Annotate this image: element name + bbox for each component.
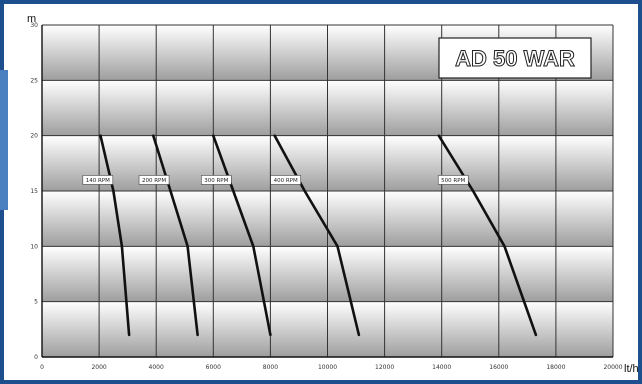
x-tick-label: 0 [40, 364, 44, 371]
chart-title-box: AD 50 WAR [438, 37, 592, 79]
series-label: 140 RPM [86, 178, 110, 184]
x-tick-label: 16000 [489, 364, 508, 371]
x-tick-label: 2000 [91, 364, 106, 371]
series-label: 200 RPM [142, 178, 166, 184]
y-tick-label: 20 [30, 133, 38, 140]
x-axis-label: lt/h [624, 363, 639, 375]
y-tick-label: 0 [34, 354, 38, 361]
x-tick-label: 20000 [603, 364, 622, 371]
series-line [212, 134, 272, 337]
series-line [437, 134, 538, 337]
series-label: 500 RPM [441, 178, 465, 184]
x-tick-label: 14000 [432, 364, 451, 371]
series-line [152, 134, 199, 337]
series-label-box [437, 175, 469, 185]
y-tick-label: 15 [30, 188, 38, 195]
y-tick-label: 5 [34, 299, 38, 306]
y-tick-label: 25 [30, 77, 38, 84]
series-label-box [270, 175, 301, 185]
series-label-box [138, 175, 170, 185]
series-label-box [200, 175, 232, 185]
series-line [273, 134, 361, 337]
side-accent-bar [0, 70, 8, 210]
y-axis-label: m [27, 13, 36, 25]
x-tick-label: 6000 [206, 364, 221, 371]
series-line [99, 134, 131, 337]
series-label: 300 RPM [204, 178, 228, 184]
x-tick-label: 10000 [318, 364, 337, 371]
x-tick-label: 4000 [149, 364, 164, 371]
x-tick-label: 8000 [263, 364, 278, 371]
x-tick-label: 18000 [546, 364, 565, 371]
y-tick-label: 10 [30, 243, 38, 250]
series-label: 400 RPM [274, 178, 298, 184]
y-tick-label: 30 [30, 22, 38, 29]
series-label-box [82, 175, 114, 185]
chart-title: AD 50 WAR [455, 46, 575, 71]
x-tick-label: 12000 [375, 364, 394, 371]
